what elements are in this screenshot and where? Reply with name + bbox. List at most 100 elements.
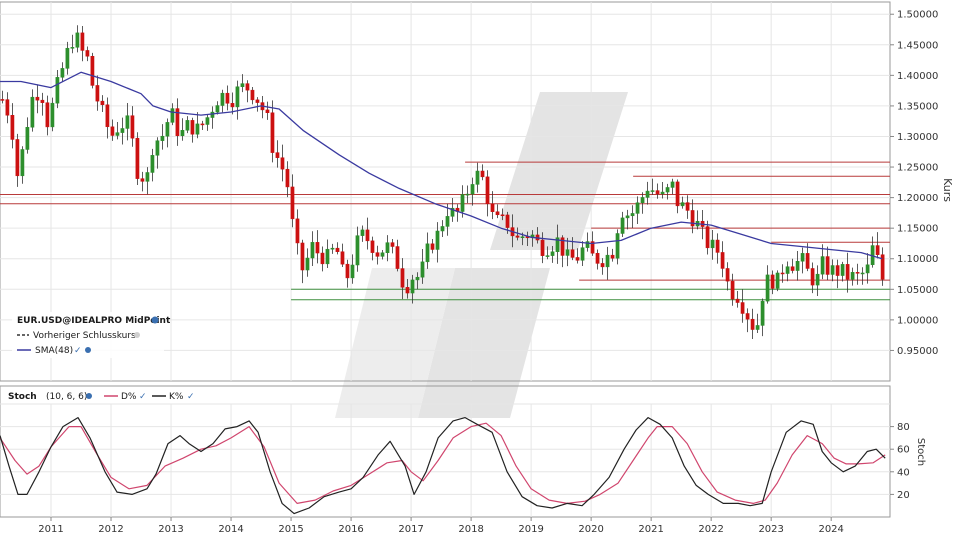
candle-down bbox=[740, 302, 745, 314]
candle-up bbox=[840, 264, 845, 276]
x-tick-label: 2020 bbox=[578, 524, 603, 535]
candle-down bbox=[745, 313, 750, 320]
candle-up bbox=[445, 216, 450, 227]
candle-up bbox=[545, 255, 550, 257]
candle-up bbox=[385, 242, 390, 253]
candle-up bbox=[620, 217, 625, 234]
candle-down bbox=[200, 123, 205, 126]
x-tick-label: 2024 bbox=[818, 524, 843, 535]
candle-down bbox=[110, 126, 115, 136]
candles bbox=[0, 25, 885, 339]
candle-down bbox=[490, 203, 495, 212]
candle-up bbox=[325, 248, 330, 265]
k-check-icon[interactable]: ✓ bbox=[187, 392, 195, 402]
price-tick-label: 1.45000 bbox=[897, 40, 938, 51]
sma-check-icon[interactable]: ✓ bbox=[74, 346, 82, 356]
sma-settings-icon[interactable] bbox=[85, 347, 91, 353]
candle-up bbox=[650, 190, 655, 192]
stoch-k-line bbox=[0, 417, 886, 515]
candle-up bbox=[65, 47, 70, 69]
price-tick-label: 1.05000 bbox=[897, 285, 938, 296]
price-y-ticks: 1.50000 1.45000 1.40000 1.35000 1.30000 1.250… bbox=[890, 10, 938, 357]
stoch-tick-label: 60 bbox=[897, 445, 910, 456]
candle-up bbox=[360, 229, 365, 236]
candle-up bbox=[630, 213, 635, 217]
candle-down bbox=[365, 229, 370, 242]
candle-up bbox=[580, 247, 585, 261]
price-tick-label: 1.25000 bbox=[897, 163, 938, 174]
stoch-tick-label: 80 bbox=[897, 422, 910, 433]
candle-up bbox=[60, 68, 65, 78]
candle-up bbox=[180, 130, 185, 137]
candle-down bbox=[430, 243, 435, 250]
candle-down bbox=[5, 99, 10, 116]
candle-down bbox=[505, 214, 510, 228]
candle-down bbox=[375, 252, 380, 257]
x-tick-label: 2012 bbox=[98, 524, 123, 535]
stoch-settings-icon[interactable] bbox=[86, 393, 92, 399]
stoch-y-ticks: 80 60 40 20 bbox=[890, 422, 910, 501]
candle-up bbox=[50, 102, 55, 128]
candle-up bbox=[465, 193, 470, 196]
candle-up bbox=[850, 272, 855, 280]
candle-down bbox=[45, 102, 50, 128]
candle-down bbox=[690, 210, 695, 227]
candle-down bbox=[320, 252, 325, 265]
candle-up bbox=[795, 260, 800, 271]
candle-up bbox=[605, 254, 610, 268]
candle-down bbox=[265, 109, 270, 113]
candle-down bbox=[135, 137, 140, 179]
stoch-grid bbox=[0, 404, 890, 517]
candle-up bbox=[645, 190, 650, 198]
candle-up bbox=[520, 236, 525, 238]
candle-down bbox=[225, 92, 230, 104]
candle-up bbox=[350, 264, 355, 279]
candle-down bbox=[750, 318, 755, 330]
candle-down bbox=[845, 264, 850, 280]
candle-up bbox=[240, 83, 245, 87]
candle-up bbox=[380, 252, 385, 257]
candle-down bbox=[245, 83, 250, 91]
candle-down bbox=[825, 256, 830, 275]
x-tick-label: 2015 bbox=[278, 524, 303, 535]
candle-up bbox=[410, 279, 415, 294]
candle-up bbox=[555, 237, 560, 253]
candle-down bbox=[395, 246, 400, 269]
candle-down bbox=[770, 274, 775, 289]
candle-up bbox=[660, 191, 665, 195]
candle-up bbox=[220, 92, 225, 106]
x-tick-label: 2016 bbox=[338, 524, 363, 535]
candle-down bbox=[315, 242, 320, 254]
price-tick-label: 1.50000 bbox=[897, 10, 938, 21]
instrument-settings-icon[interactable] bbox=[151, 316, 159, 324]
candle-down bbox=[345, 263, 350, 279]
price-grid bbox=[0, 2, 890, 381]
stoch-title: Stoch bbox=[8, 392, 37, 402]
candle-down bbox=[190, 120, 195, 135]
candle-up bbox=[775, 272, 780, 289]
candle-down bbox=[405, 287, 410, 294]
candle-up bbox=[450, 207, 455, 217]
candle-down bbox=[485, 176, 490, 205]
price-tick-label: 1.40000 bbox=[897, 71, 938, 82]
candle-down bbox=[855, 272, 860, 274]
candle-up bbox=[585, 241, 590, 248]
candle-down bbox=[90, 56, 95, 86]
candle-up bbox=[550, 251, 555, 256]
candle-down bbox=[270, 112, 275, 153]
candle-up bbox=[765, 274, 770, 302]
candle-down bbox=[255, 99, 260, 103]
legend-previous-close-toggle-icon[interactable] bbox=[134, 332, 140, 338]
candle-up bbox=[830, 265, 835, 275]
candle-up bbox=[210, 111, 215, 118]
candle-up bbox=[120, 128, 125, 133]
candle-down bbox=[875, 245, 880, 255]
candle-up bbox=[355, 235, 360, 266]
candle-down bbox=[290, 186, 295, 220]
candle-up bbox=[635, 202, 640, 214]
d-check-icon[interactable]: ✓ bbox=[139, 392, 147, 402]
candle-down bbox=[805, 253, 810, 269]
candle-down bbox=[340, 251, 345, 265]
candle-down bbox=[335, 247, 340, 252]
